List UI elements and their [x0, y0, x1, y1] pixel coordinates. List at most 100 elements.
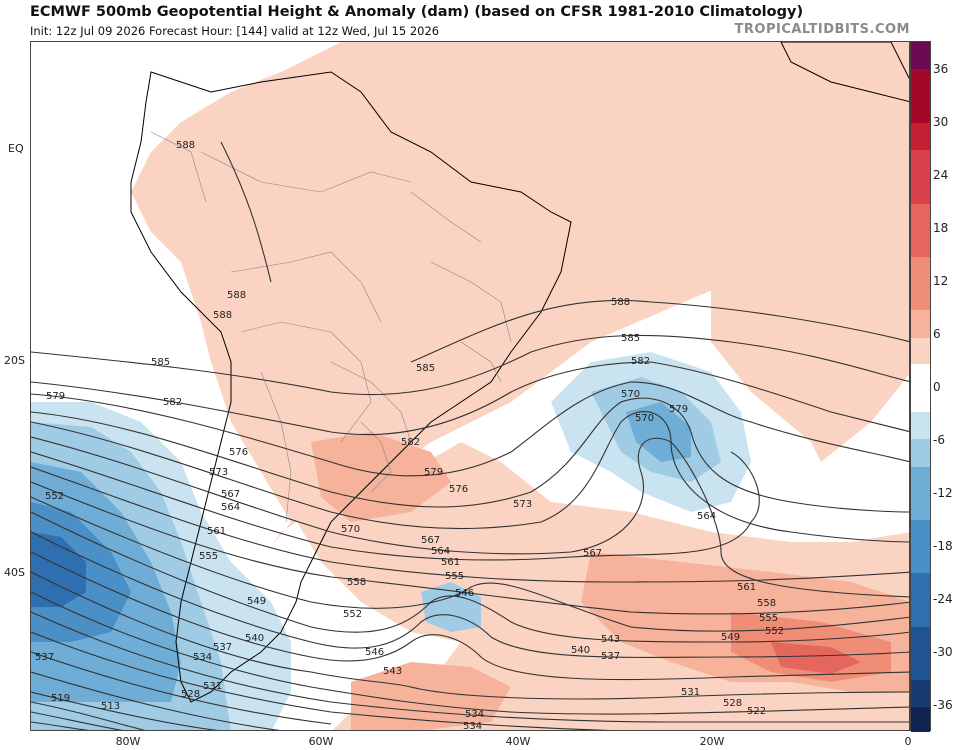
colorbar-label-6: 6 — [933, 327, 941, 341]
clabel-549-a: 549 — [247, 596, 266, 607]
clabel-588-c: 588 — [213, 310, 232, 321]
clabel-564-c: 561 — [737, 582, 756, 593]
clabel-564-a: 564 — [221, 502, 240, 513]
colorbar-segment — [911, 364, 930, 412]
clabel-531-b: 528 — [723, 698, 742, 709]
colorbar-label-neg6: -6 — [933, 433, 945, 447]
anomaly-positive-southwest — [351, 662, 511, 730]
clabel-567-c: 564 — [697, 511, 716, 522]
clabel-585-c: 582 — [401, 437, 420, 448]
map-subtitle: Init: 12z Jul 09 2026 Forecast Hour: [14… — [30, 24, 440, 38]
contour-543 — [31, 591, 909, 715]
lat-label-eq: EQ — [8, 142, 24, 155]
clabel-570-b: 570 — [341, 524, 360, 535]
clabel-534-c: 531 — [681, 687, 700, 698]
clabel-567-a: 567 — [221, 489, 240, 500]
clabel-537-a: 537 — [35, 652, 54, 663]
clabel-582-c: 579 — [424, 467, 443, 478]
colorbar-label-36: 36 — [933, 62, 949, 76]
anomaly-positive-plata — [311, 432, 451, 522]
border-5 — [330, 361, 412, 443]
contour-522 — [31, 701, 146, 730]
colorbar-segment — [911, 150, 930, 204]
brand-watermark: TROPICALTIDBITS.COM — [734, 22, 910, 37]
border-4 — [260, 371, 292, 523]
clabel-585-b: 585 — [621, 333, 640, 344]
clabel-570-a: 570 — [635, 413, 654, 424]
anomaly-negative-trough-core — [626, 402, 691, 462]
border-3 — [240, 321, 372, 443]
contour-579 — [31, 381, 909, 477]
clabel-543-a: 543 — [383, 666, 402, 677]
contour-552 — [31, 531, 909, 658]
clabel-537-b: 537 — [213, 642, 232, 653]
height-contours — [31, 141, 909, 730]
contour-labels: 588 588 588 588 585 585 585 582 582 582 … — [35, 140, 784, 731]
colorbar-segment — [911, 412, 930, 439]
clabel-543-b: 540 — [571, 645, 590, 656]
contour-576 — [31, 397, 909, 513]
anomaly-shading — [31, 42, 909, 730]
colorbar-label-neg24: -24 — [933, 592, 953, 606]
anomaly-positive-peak — [771, 642, 861, 674]
colorbar-segment — [911, 338, 930, 364]
africa-coastline — [780, 42, 909, 103]
colorbar-label-neg18: -18 — [933, 539, 953, 553]
lon-label-20w: 20W — [699, 735, 725, 748]
clabel-588-a: 588 — [176, 140, 195, 151]
clabel-528-a: 528 — [181, 689, 200, 700]
contour-528 — [31, 691, 219, 730]
anomaly-positive-tropical — [131, 42, 909, 547]
clabel-531-a: 531 — [203, 681, 222, 692]
clabel-588-d: 588 — [611, 297, 630, 308]
clabel-522: 519 — [51, 693, 70, 704]
clabel-555-b: 555 — [445, 571, 464, 582]
clabel-528-b: 522 — [747, 706, 766, 717]
lat-label-40s: 40S — [4, 566, 25, 579]
clabel-582-a: 582 — [163, 397, 182, 408]
lon-label-80w: 80W — [115, 735, 141, 748]
clabel-567-b: 567 — [421, 535, 440, 546]
clabel-546-b: 543 — [601, 634, 620, 645]
border-2 — [230, 251, 382, 323]
colorbar-segment — [911, 310, 930, 338]
colorbar-label-0: 0 — [933, 380, 941, 394]
colorbar-segment — [911, 42, 930, 69]
clabel-564-b: 564 — [431, 546, 450, 557]
clabel-573-b: 570 — [621, 389, 640, 400]
contour-570 — [31, 436, 909, 598]
contour-582 — [31, 361, 909, 436]
contour-561 — [31, 481, 909, 615]
contour-588-south — [410, 299, 909, 363]
contour-546 — [31, 571, 909, 700]
anomaly-colorbar — [910, 41, 931, 732]
colorbar-segment — [911, 627, 930, 680]
clabel-588-b: 588 — [227, 290, 246, 301]
colorbar-label-24: 24 — [933, 168, 949, 182]
clabel-576-a: 576 — [229, 447, 248, 458]
contour-534 — [31, 651, 332, 725]
anomaly-negative-pacific-center — [31, 532, 86, 607]
border-10 — [460, 341, 502, 383]
clabel-558-a: 558 — [347, 577, 366, 588]
colorbar-label-neg30: -30 — [933, 645, 953, 659]
lon-label-0: 0 — [904, 735, 912, 748]
map-svg: 588 588 588 588 585 585 585 582 582 582 … — [31, 42, 909, 731]
contour-537 — [31, 631, 613, 730]
clabel-540-b: 537 — [601, 651, 620, 662]
clabel-534-a: 534 — [193, 652, 212, 663]
clabel-540-a: 540 — [245, 633, 264, 644]
map-title: ECMWF 500mb Geopotential Height & Anomal… — [30, 4, 804, 20]
clabel-555-c: 552 — [765, 626, 784, 637]
clabel-579-a: 579 — [46, 391, 65, 402]
contour-519 — [31, 711, 123, 730]
clabel-552-b: 552 — [343, 609, 362, 620]
clabel-534-b: 534 — [463, 721, 482, 731]
clabel-585-a: 585 — [151, 357, 170, 368]
clabel-549-b: 546 — [455, 588, 474, 599]
colorbar-segment — [911, 573, 930, 627]
clabel-552-a: 552 — [45, 491, 64, 502]
colorbar-label-18: 18 — [933, 221, 949, 235]
colorbar-segment — [911, 467, 930, 520]
clabel-537-c: 534 — [465, 709, 484, 720]
